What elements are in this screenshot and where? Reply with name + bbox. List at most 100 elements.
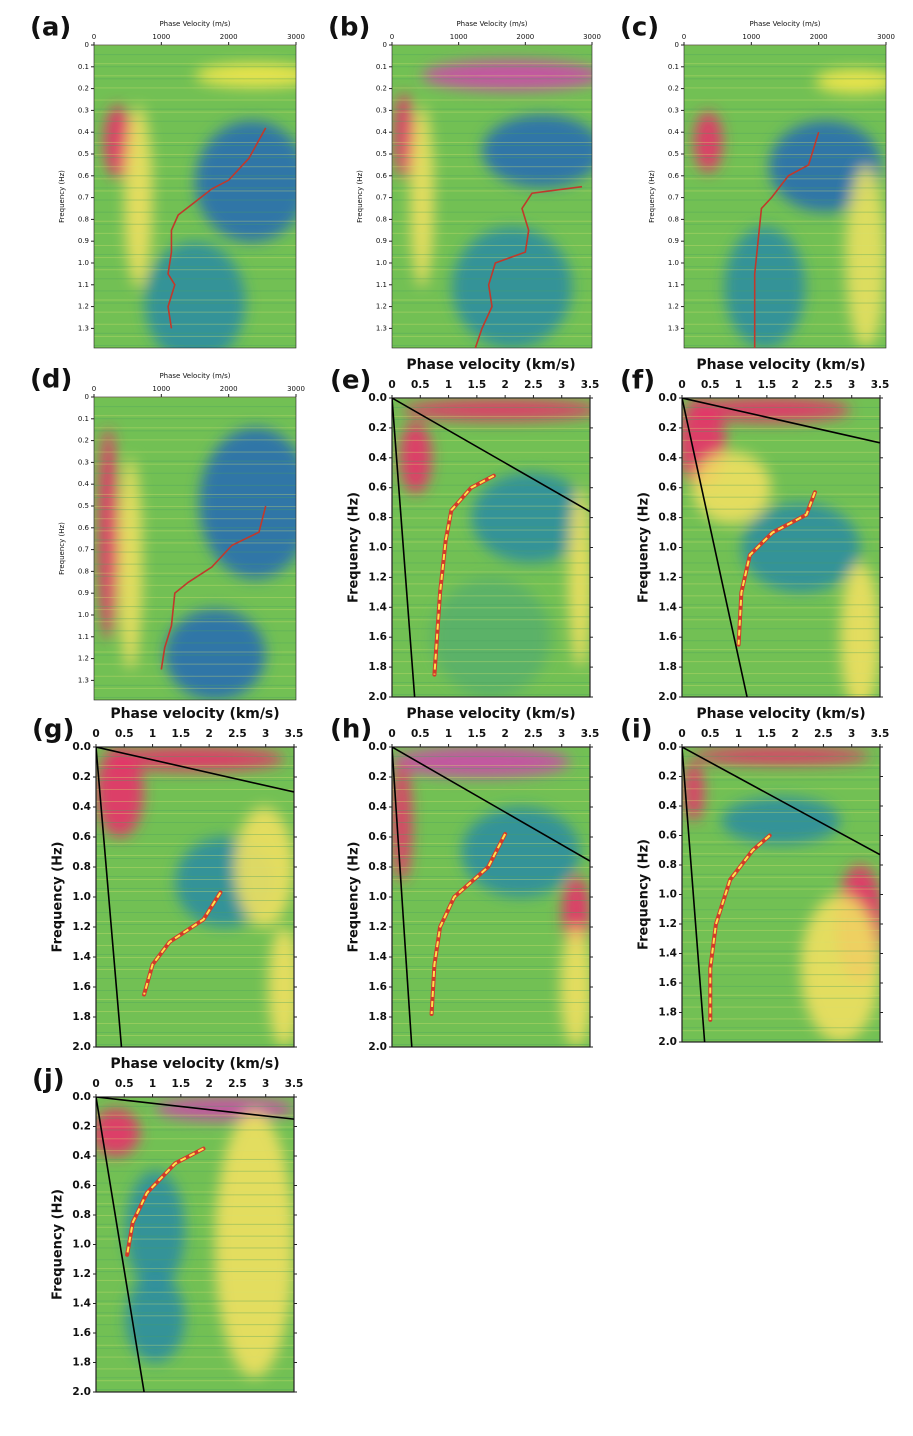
x-axis-title: Phase velocity (km/s) xyxy=(406,357,575,373)
x-tick-label: 2.5 xyxy=(228,1078,247,1090)
heatmap-stripe xyxy=(684,257,886,259)
dispersion-curve xyxy=(430,833,507,1015)
heatmap-stripe xyxy=(96,1380,294,1382)
y-tick-label: 0.0 xyxy=(658,392,677,404)
heatmap-stripe xyxy=(96,1161,294,1163)
heatmap-stripe xyxy=(392,652,590,654)
heatmap-stripe xyxy=(392,607,590,609)
heatmap-stripe xyxy=(682,505,880,507)
heatmap-stripe xyxy=(392,472,590,474)
heatmap-stripe xyxy=(392,54,592,56)
heatmap-stripe xyxy=(392,484,590,486)
y-tick-label: 1.4 xyxy=(368,951,387,963)
heatmap-stripe xyxy=(94,78,296,80)
heatmap-stripe xyxy=(96,1271,294,1273)
panel-label: (e) xyxy=(330,366,371,396)
heatmap-stripe xyxy=(392,496,590,498)
heatmap-stripe xyxy=(94,406,296,408)
heatmap-stripe xyxy=(94,257,296,259)
heatmap-stripe xyxy=(392,954,590,955)
y-tick-label: 0.7 xyxy=(668,194,679,202)
heatmap-stripe xyxy=(96,1324,294,1326)
heatmap-stripe xyxy=(682,430,880,432)
heatmap-stripe xyxy=(392,45,592,46)
x-tick-label: 3 xyxy=(262,728,269,740)
heatmap-stripe xyxy=(684,244,886,246)
y-tick-label: 0.2 xyxy=(368,771,387,783)
heatmap-stripe xyxy=(392,232,592,234)
y-tick-label: 1.2 xyxy=(72,1268,91,1280)
heatmap-blob xyxy=(724,226,806,348)
y-tick-label: 0.2 xyxy=(72,771,91,783)
heatmap-stripe xyxy=(94,493,296,495)
panel: (b) Phase Velocity (m/s) Frequency (Hz) 0 10… xyxy=(328,13,601,349)
heatmap-stripe xyxy=(392,199,592,201)
heatmap-stripe xyxy=(392,888,590,889)
heatmap-blobs xyxy=(104,63,296,348)
y-tick-label: 1.3 xyxy=(668,324,679,332)
heatmap-stripe xyxy=(392,843,590,844)
heatmap-stripe xyxy=(392,427,590,429)
y-tick-label: 0.0 xyxy=(368,392,387,404)
heatmap-stripe xyxy=(684,190,886,192)
heatmap-stripe xyxy=(684,157,886,159)
heatmap xyxy=(392,45,592,348)
heatmap-stripe xyxy=(94,232,296,234)
heatmap-stripe xyxy=(392,661,590,663)
heatmap-stripe xyxy=(96,1291,294,1293)
heatmap-stripe xyxy=(682,562,880,564)
heatmap-blob xyxy=(214,1111,294,1378)
heatmap-blob xyxy=(461,807,581,897)
panel: (i)Phase velocity (km/s)Frequency (Hz)0 0… xyxy=(620,706,889,1048)
heatmap-stripe xyxy=(94,269,296,271)
heatmap-blob xyxy=(741,502,861,593)
y-tick-label: 1.2 xyxy=(78,655,89,663)
heatmap xyxy=(96,1097,294,1392)
heatmap xyxy=(94,397,296,700)
x-tick-label: 2.5 xyxy=(524,728,543,740)
heatmap-stripe xyxy=(682,876,880,878)
heatmap-stripe xyxy=(392,493,590,495)
panel: (f)Phase velocity (km/s)Frequency (Hz)0 0… xyxy=(620,357,889,703)
heatmap-stripe xyxy=(684,199,886,201)
heatmap-stripe xyxy=(96,1259,294,1261)
heatmap xyxy=(392,747,590,1047)
heatmap-stripe xyxy=(682,484,880,486)
y-tick-label: 1.8 xyxy=(368,1011,387,1023)
y-tick-label: 0.5 xyxy=(668,150,679,158)
heatmap-stripe xyxy=(94,696,296,698)
heatmap-stripe xyxy=(392,178,592,180)
panel-label: (b) xyxy=(328,13,370,43)
heatmap-blob xyxy=(96,1108,140,1156)
heatmap-stripe xyxy=(684,166,886,168)
reference-line xyxy=(392,398,590,513)
heatmap-stripe xyxy=(94,132,296,134)
heatmap-stripe xyxy=(682,985,880,987)
heatmap-stripe xyxy=(392,323,592,325)
heatmap-stripe xyxy=(392,990,590,991)
heatmap-stripe xyxy=(96,1011,294,1012)
heatmap-stripe xyxy=(392,344,592,346)
heatmap-stripe xyxy=(94,609,296,611)
heatmap-stripe xyxy=(682,841,880,843)
heatmap-blob xyxy=(410,105,434,288)
heatmap-blob xyxy=(399,421,432,494)
y-tick-label: 0.9 xyxy=(78,237,89,245)
heatmap-stripe xyxy=(684,344,886,346)
heatmap-stripe xyxy=(682,767,880,769)
heatmap-stripe xyxy=(392,924,590,925)
x-tick-label: 3000 xyxy=(287,385,305,393)
x-axis-title: Phase velocity (km/s) xyxy=(696,357,865,373)
heatmap-stripe xyxy=(682,844,880,846)
heatmap-stripe xyxy=(392,1023,590,1024)
heatmap-stripe xyxy=(96,858,294,859)
panel: (e)Phase velocity (km/s)Frequency (Hz)0 0… xyxy=(330,357,599,703)
heatmap-stripe xyxy=(94,463,296,465)
heatmap-stripe xyxy=(96,1268,294,1270)
heatmap-stripe xyxy=(96,888,294,889)
plot-frame xyxy=(683,44,887,349)
x-axis-title: Phase velocity (km/s) xyxy=(110,1056,279,1072)
heatmap-stripe xyxy=(392,945,590,946)
x-tick-label: 1 xyxy=(445,728,452,740)
y-tick-label: 0.4 xyxy=(72,1150,91,1162)
